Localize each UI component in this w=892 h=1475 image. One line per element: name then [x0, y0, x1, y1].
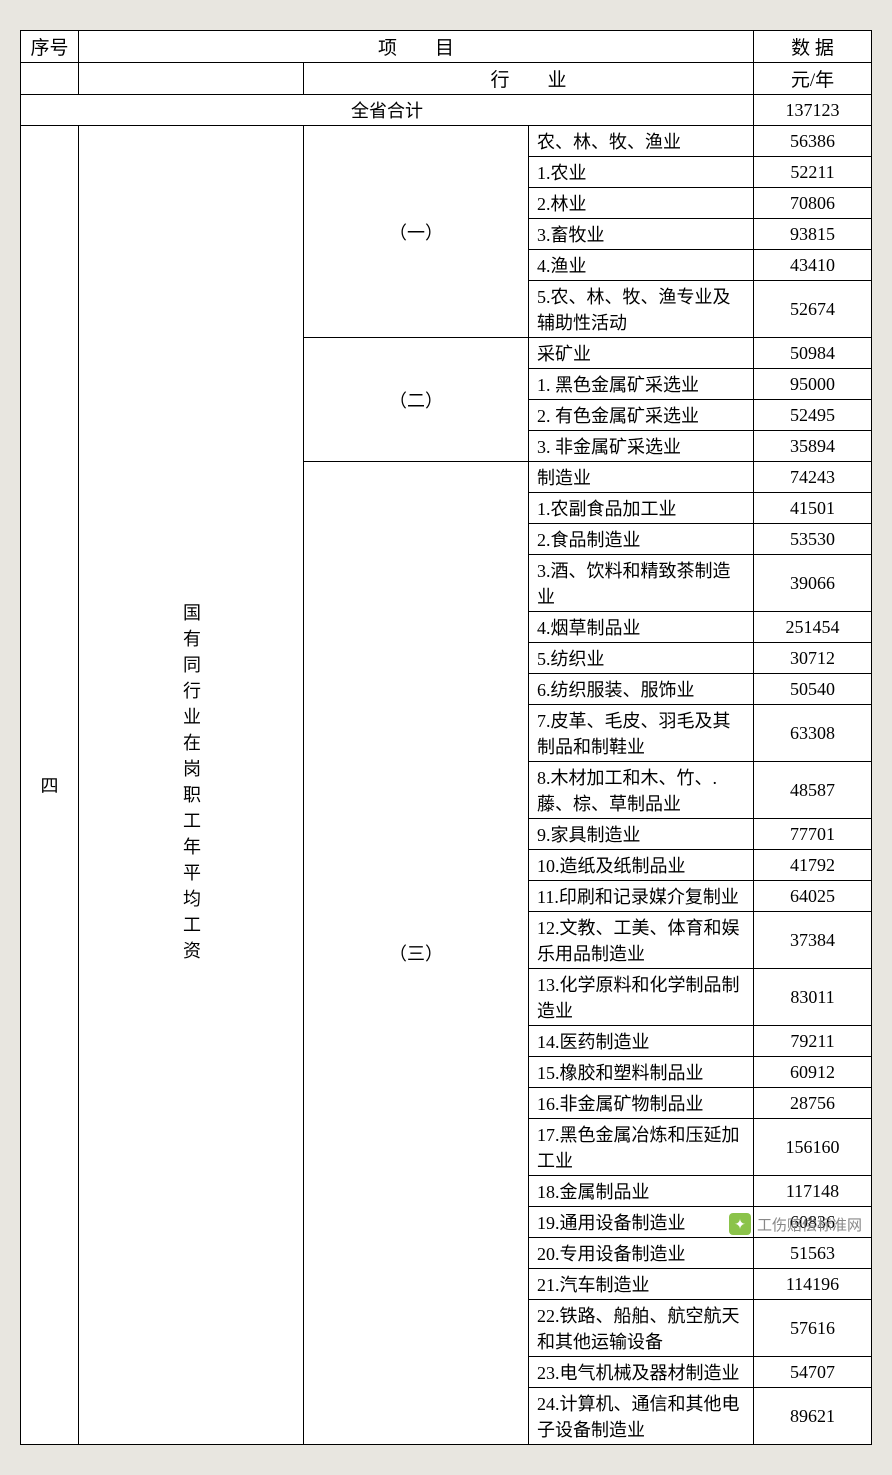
- table-cell: 95000: [754, 369, 872, 400]
- table-cell: 16.非金属矿物制品业: [529, 1088, 754, 1119]
- desc-cell: 国有同行业在岗职工年平均工资: [79, 126, 304, 1445]
- total-value: 137123: [754, 95, 872, 126]
- table-cell: 56386: [754, 126, 872, 157]
- watermark-text: 工伤赔偿标准网: [757, 1214, 862, 1235]
- blank-cell: [21, 63, 79, 95]
- table-cell: 64025: [754, 881, 872, 912]
- table-cell: 23.电气机械及器材制造业: [529, 1357, 754, 1388]
- header-unit: 元/年: [754, 63, 872, 95]
- group-3-label: （三）: [304, 462, 529, 1445]
- table-cell: 1.农业: [529, 157, 754, 188]
- table-cell: 41501: [754, 493, 872, 524]
- wechat-icon: ✦: [729, 1213, 751, 1235]
- table-cell: 54707: [754, 1357, 872, 1388]
- table-cell: 39066: [754, 555, 872, 612]
- table-cell: 251454: [754, 612, 872, 643]
- table-cell: 53530: [754, 524, 872, 555]
- table-cell: 14.医药制造业: [529, 1026, 754, 1057]
- table-cell: 18.金属制品业: [529, 1176, 754, 1207]
- table-cell: 4.渔业: [529, 250, 754, 281]
- table-cell: 35894: [754, 431, 872, 462]
- table-cell: 13.化学原料和化学制品制造业: [529, 969, 754, 1026]
- table-cell: 79211: [754, 1026, 872, 1057]
- table-cell: 70806: [754, 188, 872, 219]
- table-cell: 采矿业: [529, 338, 754, 369]
- table-cell: 57616: [754, 1300, 872, 1357]
- table-cell: 50540: [754, 674, 872, 705]
- table-cell: 5.农、林、牧、渔专业及辅助性活动: [529, 281, 754, 338]
- total-label: 全省合计: [21, 95, 754, 126]
- table-cell: 22.铁路、船舶、航空航天和其他运输设备: [529, 1300, 754, 1357]
- table-cell: 117148: [754, 1176, 872, 1207]
- table-cell: 51563: [754, 1238, 872, 1269]
- group-2-label: （二）: [304, 338, 529, 462]
- table-cell: 41792: [754, 850, 872, 881]
- header-serial: 序号: [21, 31, 79, 63]
- table-cell: 19.通用设备制造业: [529, 1207, 754, 1238]
- table-cell: 30712: [754, 643, 872, 674]
- table-cell: 93815: [754, 219, 872, 250]
- table-cell: 1. 黑色金属矿采选业: [529, 369, 754, 400]
- table-cell: 60912: [754, 1057, 872, 1088]
- table-cell: 7.皮革、毛皮、羽毛及其制品和制鞋业: [529, 705, 754, 762]
- header-data: 数 据: [754, 31, 872, 63]
- table-cell: 28756: [754, 1088, 872, 1119]
- blank-cell: [79, 63, 304, 95]
- table-cell: 1.农副食品加工业: [529, 493, 754, 524]
- header-item: 项 目: [79, 31, 754, 63]
- table-cell: 156160: [754, 1119, 872, 1176]
- table-cell: 52495: [754, 400, 872, 431]
- table-cell: 48587: [754, 762, 872, 819]
- table-cell: 50984: [754, 338, 872, 369]
- table-cell: 制造业: [529, 462, 754, 493]
- table-cell: 15.橡胶和塑料制品业: [529, 1057, 754, 1088]
- table-cell: 3. 非金属矿采选业: [529, 431, 754, 462]
- table-cell: 89621: [754, 1388, 872, 1445]
- table-cell: 9.家具制造业: [529, 819, 754, 850]
- table-cell: 2.食品制造业: [529, 524, 754, 555]
- table-cell: 6.纺织服装、服饰业: [529, 674, 754, 705]
- table-cell: 17.黑色金属冶炼和压延加工业: [529, 1119, 754, 1176]
- table-cell: 43410: [754, 250, 872, 281]
- table-cell: 10.造纸及纸制品业: [529, 850, 754, 881]
- table-cell: 8.木材加工和木、竹、.藤、棕、草制品业: [529, 762, 754, 819]
- group-1-label: （一）: [304, 126, 529, 338]
- table-cell: 21.汽车制造业: [529, 1269, 754, 1300]
- table-cell: 114196: [754, 1269, 872, 1300]
- table-cell: 农、林、牧、渔业: [529, 126, 754, 157]
- table-cell: 24.计算机、通信和其他电子设备制造业: [529, 1388, 754, 1445]
- table-cell: 3.畜牧业: [529, 219, 754, 250]
- watermark: ✦ 工伤赔偿标准网: [729, 1213, 862, 1235]
- table-cell: 2. 有色金属矿采选业: [529, 400, 754, 431]
- table-cell: 3.酒、饮料和精致茶制造业: [529, 555, 754, 612]
- table-cell: 74243: [754, 462, 872, 493]
- table-cell: 11.印刷和记录媒介复制业: [529, 881, 754, 912]
- table-cell: 77701: [754, 819, 872, 850]
- table-cell: 20.专用设备制造业: [529, 1238, 754, 1269]
- serial-cell: 四: [21, 126, 79, 1445]
- table-cell: 12.文教、工美、体育和娱乐用品制造业: [529, 912, 754, 969]
- table-cell: 2.林业: [529, 188, 754, 219]
- table-cell: 52211: [754, 157, 872, 188]
- table-cell: 5.纺织业: [529, 643, 754, 674]
- table-cell: 37384: [754, 912, 872, 969]
- table-cell: 4.烟草制品业: [529, 612, 754, 643]
- table-cell: 83011: [754, 969, 872, 1026]
- table-cell: 52674: [754, 281, 872, 338]
- header-industry: 行 业: [304, 63, 754, 95]
- table-cell: 63308: [754, 705, 872, 762]
